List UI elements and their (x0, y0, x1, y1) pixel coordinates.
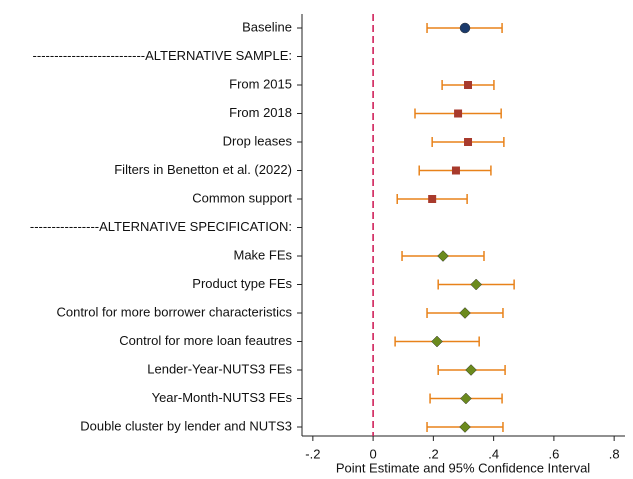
y-tick-label: Product type FEs (192, 276, 292, 291)
y-tick-label: Make FEs (233, 247, 292, 262)
y-tick-label: Control for more loan feautres (119, 333, 292, 348)
x-tick-label: 0 (369, 446, 376, 461)
y-tick-label: Double cluster by lender and NUTS3 (80, 418, 292, 433)
y-tick-label: From 2018 (229, 105, 292, 120)
y-tick-label: From 2015 (229, 76, 292, 91)
x-tick-label: -.2 (305, 446, 320, 461)
y-tick-label: ----------------ALTERNATIVE SPECIFICATIO… (30, 219, 292, 234)
y-tick-label: Filters in Benetton et al. (2022) (114, 162, 292, 177)
point-estimate (460, 392, 472, 405)
x-tick-label: .8 (609, 446, 620, 461)
y-tick-label: --------------------------ALTERNATIVE SA… (33, 48, 292, 63)
x-tick-label: .6 (548, 446, 559, 461)
point-estimate (451, 166, 460, 175)
y-tick-label: Drop leases (223, 133, 293, 148)
point-estimate (470, 278, 483, 291)
point-estimate (465, 364, 477, 376)
x-tick-label: .4 (488, 446, 499, 461)
point-estimate (464, 81, 473, 89)
point-estimate (459, 307, 471, 319)
point-estimate (459, 421, 471, 433)
point-estimate (459, 22, 471, 34)
y-tick-label: Year-Month-NUTS3 FEs (152, 390, 293, 405)
y-tick-label: Baseline (242, 19, 292, 34)
point-estimate (428, 195, 437, 203)
x-axis-label: Point Estimate and 95% Confidence Interv… (336, 460, 590, 475)
point-estimate (431, 335, 443, 348)
point-estimate (464, 138, 473, 146)
x-tick-label: .2 (428, 446, 439, 461)
y-tick-label: Common support (192, 190, 292, 205)
point-estimate (437, 250, 449, 262)
y-tick-label: Control for more borrower characteristic… (56, 304, 292, 319)
y-tick-label: Lender-Year-NUTS3 FEs (147, 361, 292, 376)
point-estimate (454, 109, 463, 118)
